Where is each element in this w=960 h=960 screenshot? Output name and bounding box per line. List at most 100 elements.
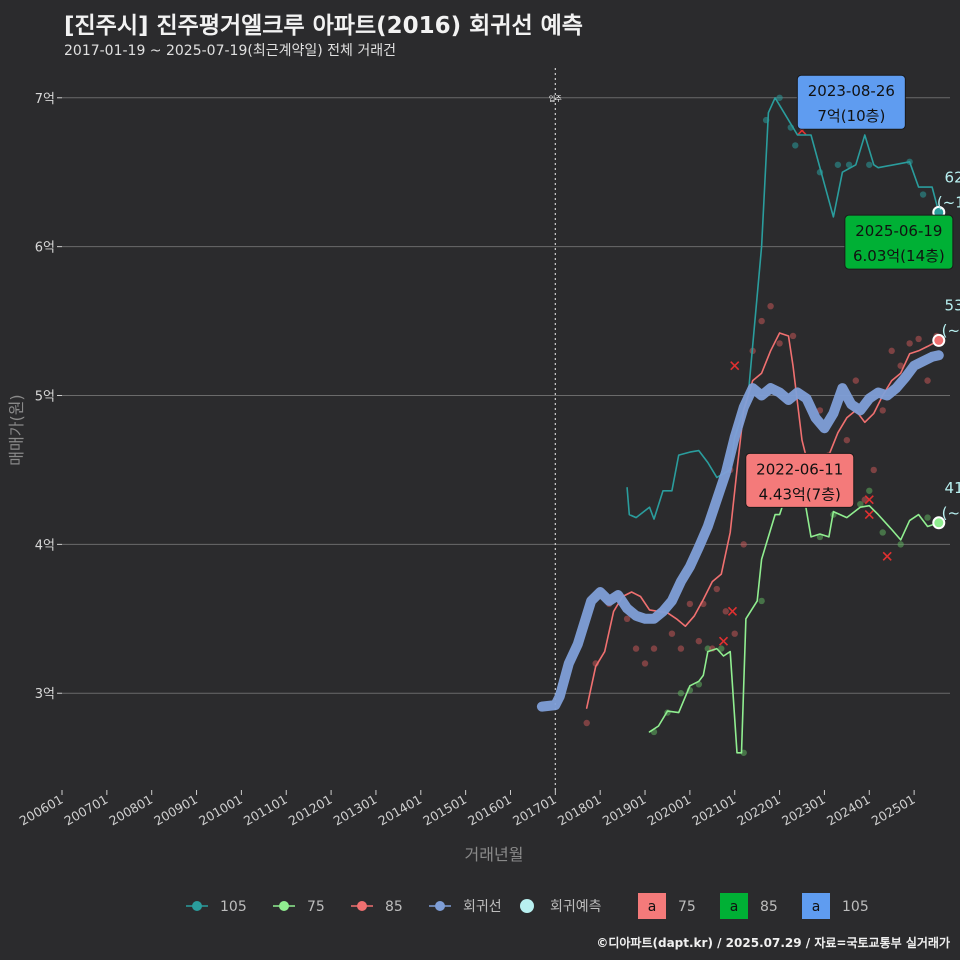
- point-105: [834, 161, 842, 168]
- y-tick-label: 7억: [35, 92, 55, 107]
- x-tick-label: 200901: [151, 792, 200, 829]
- point-75: [897, 541, 904, 548]
- legend-box: [638, 893, 666, 919]
- point-105: [845, 161, 853, 168]
- x-tick-label: 202101: [689, 792, 738, 829]
- point-85: [722, 608, 729, 615]
- point-85: [695, 637, 703, 645]
- series-line-75: [648, 484, 940, 754]
- point-75: [758, 597, 765, 605]
- y-tick-label: 6억: [35, 241, 55, 256]
- annotation-price: 6.03억(14층): [853, 247, 945, 265]
- legend-marker: [435, 901, 445, 911]
- point-75: [879, 529, 886, 536]
- end-value-label: 62,300: [945, 168, 960, 186]
- legend-label: 105: [220, 899, 247, 915]
- point-75: [718, 645, 725, 652]
- cancel-mark: [882, 551, 892, 561]
- point-105: [919, 191, 927, 198]
- point-75: [924, 514, 931, 521]
- legend-box: [802, 893, 830, 919]
- x-tick-label: 202501: [869, 792, 918, 829]
- chart-title: [진주시] 진주평거엘크루 아파트(2016) 회귀선 예측: [64, 13, 583, 39]
- point-85: [776, 340, 783, 347]
- point-85: [758, 317, 765, 325]
- end-area-label: (~85㎡): [942, 321, 960, 339]
- cancel-mark: [718, 636, 729, 646]
- cancel-mark: [730, 361, 740, 371]
- series-line-회귀선: [536, 350, 944, 712]
- legend-marker: [357, 901, 367, 911]
- point-85: [641, 660, 649, 667]
- x-tick-label: 201401: [375, 792, 424, 829]
- legend-box-glyph: a: [648, 899, 657, 915]
- x-tick-label: 200601: [17, 792, 66, 829]
- point-85: [650, 645, 658, 652]
- x-tick-label: 201201: [286, 792, 335, 829]
- legend-label: 105: [842, 899, 869, 915]
- point-85: [731, 630, 738, 637]
- x-tick-label: 202001: [645, 792, 694, 829]
- x-tick-label: 201901: [600, 792, 649, 829]
- cancel-mark: [864, 495, 874, 505]
- y-tick-label: 4억: [35, 538, 55, 553]
- point-85: [879, 407, 886, 414]
- point-85: [686, 600, 694, 608]
- legend-label: 85: [385, 899, 403, 915]
- y-tick-label: 3억: [35, 687, 55, 702]
- end-area-label: (~75㎡): [942, 504, 960, 522]
- point-85: [789, 332, 797, 340]
- point-85: [767, 302, 774, 310]
- x-tick-label: 201601: [465, 792, 514, 829]
- legend-label: 85: [760, 899, 778, 915]
- point-85: [583, 719, 590, 727]
- chart-subtitle: 2017-01-19 ~ 2025-07-19(최근계약일) 전체 거래건: [64, 43, 396, 59]
- point-85: [740, 541, 747, 548]
- x-tick-label: 201101: [241, 792, 290, 829]
- legend-marker: [192, 901, 202, 911]
- point-85: [623, 615, 631, 623]
- annotation-price: 7억(10층): [817, 107, 885, 125]
- point-85: [677, 645, 685, 652]
- x-axis-title: 거래년월: [465, 845, 524, 864]
- legend-label: 회귀선: [463, 899, 502, 915]
- point-85: [870, 466, 877, 474]
- annotation-date: 2022-06-11: [756, 460, 843, 478]
- point-85: [906, 340, 913, 347]
- x-tick-label: 201801: [555, 792, 604, 829]
- point-85: [924, 377, 931, 384]
- annotation-price: 4.43억(7층): [759, 485, 841, 503]
- point-85: [852, 377, 860, 384]
- series-line-105: [626, 97, 940, 520]
- end-area-label: (~105㎡): [937, 193, 960, 211]
- legend-label: 75: [307, 899, 325, 915]
- x-tick-label: 202401: [824, 792, 873, 829]
- point-105: [776, 94, 783, 101]
- annotation-date: 2023-08-26: [808, 82, 895, 100]
- x-tick-label: 201301: [331, 792, 380, 829]
- x-tick-label: 201001: [196, 792, 245, 829]
- point-85: [915, 335, 922, 343]
- x-tick-label: 202301: [779, 792, 828, 829]
- point-75: [704, 645, 712, 652]
- annotation-box: [844, 214, 954, 270]
- point-85: [668, 630, 676, 637]
- annotation-date: 2025-06-19: [855, 222, 942, 240]
- point-75: [677, 690, 685, 697]
- x-tick-label: 200701: [62, 792, 111, 829]
- y-tick-label: 5억: [35, 390, 55, 405]
- legend-label: 75: [678, 899, 696, 915]
- cancel-mark: [864, 510, 874, 520]
- end-point-s85: [932, 333, 946, 347]
- annotation-box: [745, 452, 855, 508]
- x-tick-label: 200801: [106, 792, 155, 829]
- legend-marker: [520, 899, 534, 913]
- legend-box: [720, 893, 748, 919]
- chart-caption: ©디아파트(dapt.kr) / 2025.07.29 / 자료=국토교통부 실…: [596, 936, 950, 950]
- legend-box-glyph: a: [812, 899, 821, 915]
- point-75: [857, 500, 864, 508]
- point-85: [888, 347, 895, 355]
- cancel-mark: [727, 606, 738, 616]
- point-85: [861, 496, 868, 503]
